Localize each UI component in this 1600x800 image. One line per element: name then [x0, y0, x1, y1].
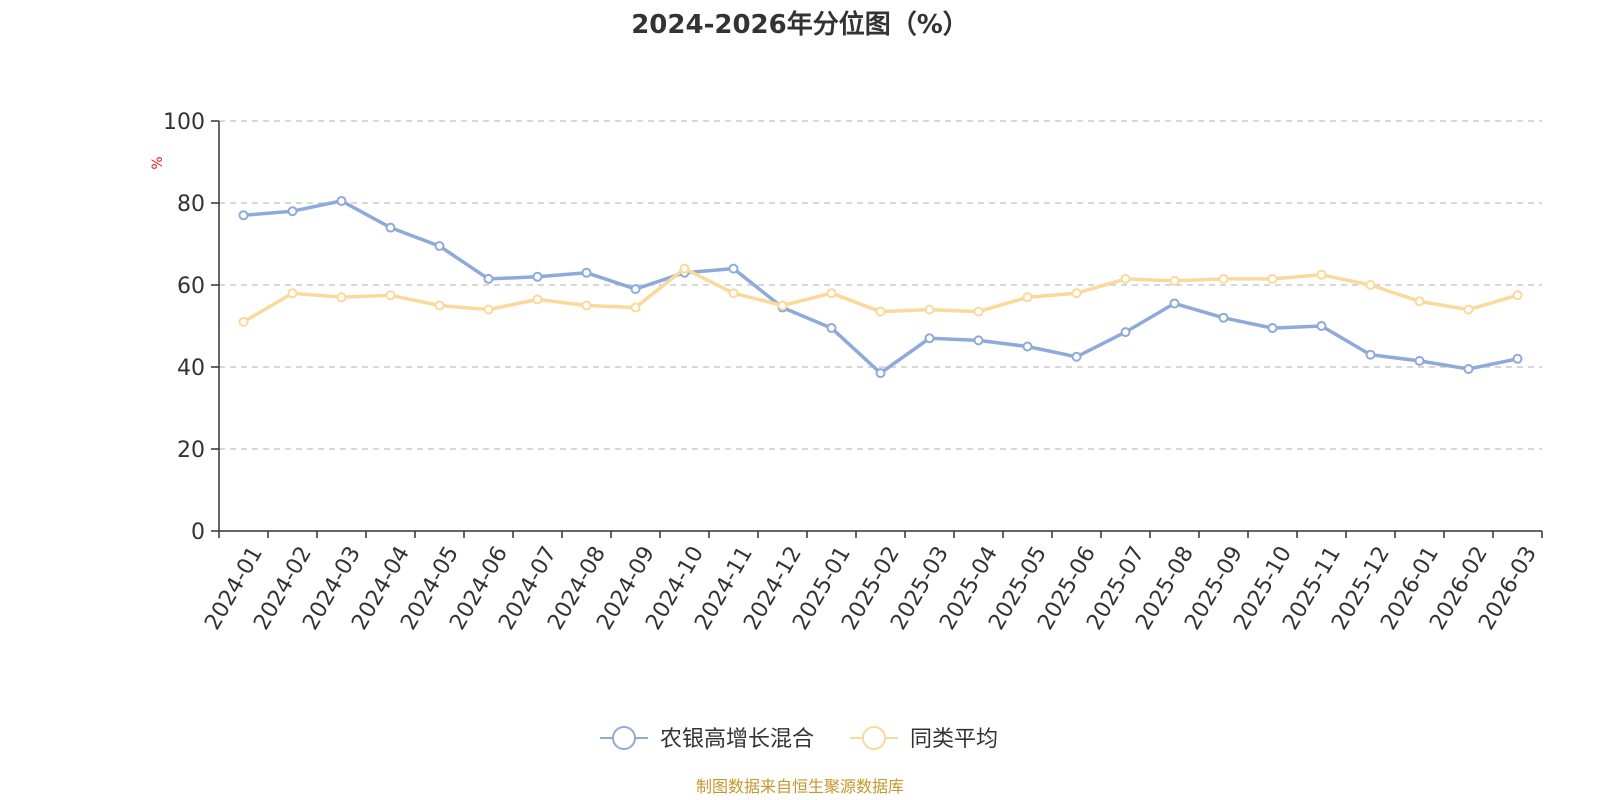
legend-item-2[interactable]: 同类平均: [850, 726, 998, 752]
data-point[interactable]: [1316, 269, 1327, 280]
data-point[interactable]: [1169, 275, 1180, 286]
data-point[interactable]: [1414, 355, 1425, 366]
data-point[interactable]: [1071, 288, 1082, 299]
data-point[interactable]: [238, 210, 249, 221]
chart-title: 2024-2026年分位图（%）: [631, 9, 969, 40]
data-point[interactable]: [385, 290, 396, 301]
source-note: 制图数据来自恒生聚源数据库: [696, 777, 904, 796]
data-point[interactable]: [1414, 296, 1425, 307]
data-point[interactable]: [336, 292, 347, 303]
data-point[interactable]: [483, 273, 494, 284]
data-point[interactable]: [777, 300, 788, 311]
data-point[interactable]: [826, 288, 837, 299]
data-point[interactable]: [1267, 323, 1278, 334]
data-point[interactable]: [385, 222, 396, 233]
series-1: [238, 195, 1523, 379]
data-point[interactable]: [1463, 304, 1474, 315]
data-point[interactable]: [1169, 298, 1180, 309]
data-point[interactable]: [1512, 353, 1523, 364]
legend-label: 同类平均: [910, 727, 998, 752]
data-point[interactable]: [630, 302, 641, 313]
data-point[interactable]: [1218, 312, 1229, 323]
data-point[interactable]: [287, 206, 298, 217]
data-point[interactable]: [1365, 349, 1376, 360]
data-point[interactable]: [336, 195, 347, 206]
data-point[interactable]: [1120, 273, 1131, 284]
data-point[interactable]: [728, 288, 739, 299]
data-point[interactable]: [1267, 273, 1278, 284]
y-tick-label: 20: [177, 438, 205, 463]
x-tick-labels: 2024-012024-022024-032024-042024-052024-…: [200, 542, 1542, 634]
data-point[interactable]: [630, 284, 641, 295]
data-point[interactable]: [875, 368, 886, 379]
y-tick-label: 40: [177, 356, 205, 381]
axes: [211, 120, 1543, 538]
data-point[interactable]: [1022, 292, 1033, 303]
y-tick-label: 80: [177, 192, 205, 217]
data-point[interactable]: [1071, 351, 1082, 362]
series: [238, 195, 1523, 379]
data-point[interactable]: [973, 335, 984, 346]
legend-label: 农银高增长混合: [660, 727, 814, 752]
legend-marker: [612, 726, 636, 750]
data-point[interactable]: [924, 304, 935, 315]
data-point[interactable]: [679, 263, 690, 274]
y-tick-label: 60: [177, 274, 205, 299]
data-point[interactable]: [238, 316, 249, 327]
data-point[interactable]: [1316, 321, 1327, 331]
gridlines: [219, 120, 1542, 450]
series-2: [238, 263, 1523, 327]
data-point[interactable]: [728, 263, 739, 274]
legend[interactable]: 农银高增长混合 同类平均: [600, 726, 998, 752]
data-point[interactable]: [532, 271, 543, 282]
data-point[interactable]: [1365, 280, 1376, 290]
data-point[interactable]: [973, 306, 984, 317]
data-point[interactable]: [1218, 273, 1229, 284]
data-point[interactable]: [1512, 290, 1523, 301]
y-tick-labels: 0 20 40 60 80 100: [163, 110, 205, 545]
data-point[interactable]: [287, 288, 298, 299]
data-point[interactable]: [434, 241, 445, 252]
legend-item-1[interactable]: 农银高增长混合: [600, 726, 814, 752]
y-axis-unit: %: [150, 156, 166, 169]
y-tick-label: 100: [163, 110, 205, 135]
data-point[interactable]: [581, 300, 592, 311]
data-point[interactable]: [483, 304, 494, 315]
y-tick-label: 0: [191, 520, 205, 545]
data-point[interactable]: [1022, 341, 1033, 352]
data-point[interactable]: [1120, 327, 1131, 338]
series-line: [243, 199, 1518, 375]
data-point[interactable]: [826, 323, 837, 334]
legend-marker: [862, 726, 886, 750]
data-point[interactable]: [434, 300, 445, 311]
data-point[interactable]: [532, 294, 543, 305]
data-point[interactable]: [581, 267, 592, 278]
data-point[interactable]: [924, 333, 935, 344]
data-point[interactable]: [1463, 364, 1474, 375]
data-point[interactable]: [875, 306, 886, 317]
